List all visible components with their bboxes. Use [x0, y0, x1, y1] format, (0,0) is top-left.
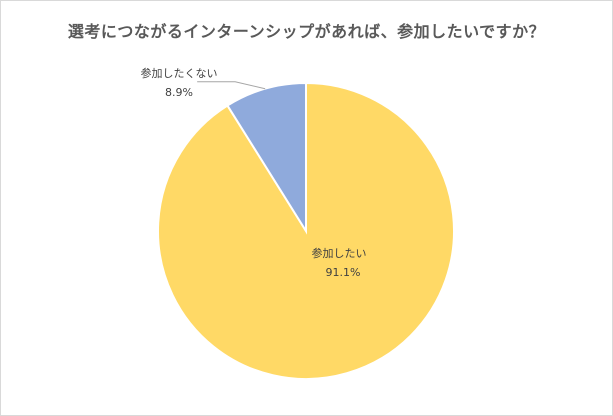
- data-label-value-1: 8.9%: [165, 86, 193, 99]
- chart-title: 選考につながるインターンシップがあれば、参加したいですか？: [67, 22, 546, 41]
- data-label-name-0: 参加したい: [312, 246, 367, 260]
- leader-line-1: [197, 81, 266, 90]
- data-label-name-1: 参加したくない: [141, 66, 218, 80]
- pie-slice-1: [226, 81, 307, 235]
- data-label-value-0: 91.1%: [326, 266, 361, 279]
